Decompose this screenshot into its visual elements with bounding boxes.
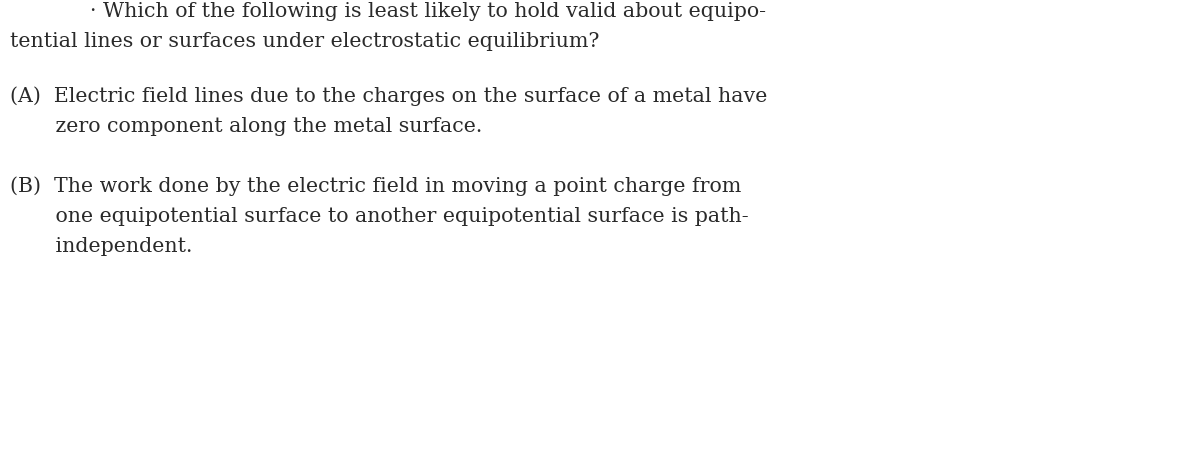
Text: independent.: independent.	[10, 237, 192, 256]
Text: zero component along the metal surface.: zero component along the metal surface.	[10, 117, 482, 136]
Text: tential lines or surfaces under electrostatic equilibrium?: tential lines or surfaces under electros…	[10, 32, 599, 51]
Text: one equipotential surface to another equipotential surface is path-: one equipotential surface to another equ…	[10, 207, 749, 226]
Text: (A)  Electric field lines due to the charges on the surface of a metal have: (A) Electric field lines due to the char…	[10, 86, 767, 106]
Text: · Which of the following is least likely to hold valid about equipo-: · Which of the following is least likely…	[90, 2, 766, 21]
Text: (B)  The work done by the electric field in moving a point charge from: (B) The work done by the electric field …	[10, 176, 742, 196]
